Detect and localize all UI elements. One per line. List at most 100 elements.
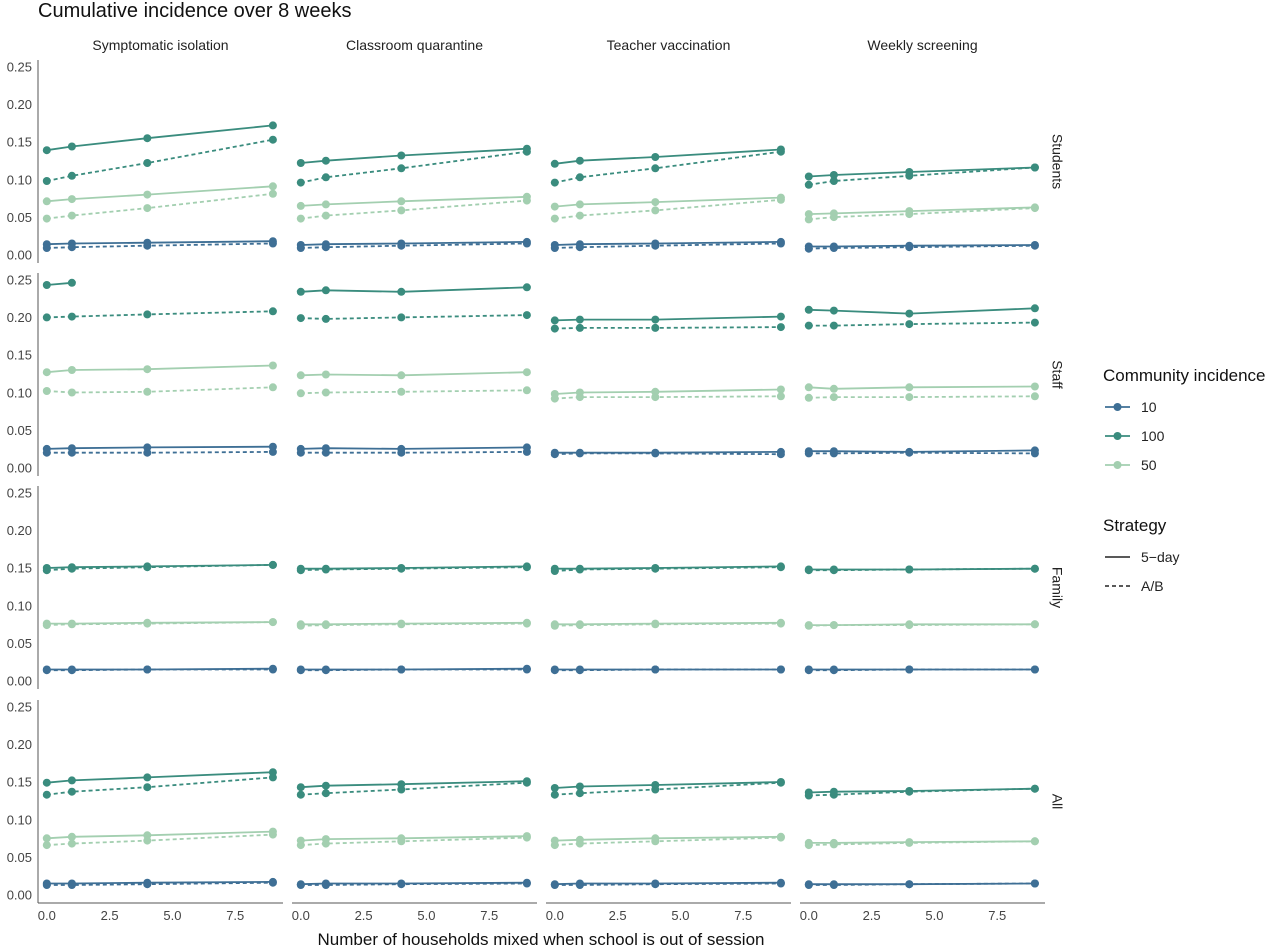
- data-point: [268, 560, 277, 569]
- series-line-50-5-day: [46, 830, 273, 840]
- y-tick-label: 0.00: [7, 887, 32, 902]
- data-point: [522, 386, 531, 395]
- data-point: [550, 621, 559, 630]
- data-point: [321, 388, 330, 397]
- data-point: [296, 287, 305, 296]
- data-point: [550, 244, 559, 252]
- data-point: [575, 243, 584, 252]
- data-point: [143, 204, 152, 213]
- series-line-100-a-b: [46, 138, 274, 182]
- data-point: [67, 839, 76, 848]
- data-point: [829, 566, 838, 575]
- data-point: [776, 323, 785, 332]
- data-point: [804, 244, 813, 253]
- series-line-10-a-b: [808, 244, 1035, 250]
- panel-staff-weekly-screening: [804, 304, 1039, 458]
- data-point: [296, 371, 305, 380]
- data-point: [67, 388, 76, 397]
- data-point: [522, 311, 531, 320]
- legend-label-incidence-100: 100: [1141, 428, 1165, 444]
- data-point: [651, 198, 660, 207]
- strip-symptomatic-isolation: Symptomatic isolation: [92, 37, 228, 53]
- data-point: [829, 244, 838, 252]
- data-point: [42, 244, 51, 252]
- data-point: [804, 305, 813, 314]
- series-line-10-a-b: [808, 451, 1035, 455]
- data-point: [42, 834, 51, 843]
- data-point: [143, 563, 152, 572]
- series-line-50-a-b: [808, 623, 1035, 627]
- data-point: [296, 314, 305, 323]
- data-point: [397, 371, 406, 380]
- data-point: [1030, 304, 1039, 313]
- data-point: [575, 621, 584, 630]
- series-line-10-5-day: [554, 241, 781, 246]
- data-point: [550, 202, 559, 211]
- data-point: [42, 666, 51, 675]
- y-tick-label: 0.20: [7, 737, 32, 752]
- data-point: [651, 153, 660, 161]
- data-point: [550, 790, 559, 799]
- data-point: [321, 565, 330, 574]
- series-line-10-5-day: [808, 449, 1035, 453]
- y-tick-label: 0.05: [7, 850, 32, 865]
- data-point: [42, 214, 51, 223]
- panels-layer: Symptomatic isolation Classroom quarantin…: [7, 37, 1066, 923]
- data-point: [321, 781, 330, 790]
- data-point: [321, 881, 330, 889]
- series-line-100-a-b: [300, 781, 527, 796]
- data-point: [550, 159, 559, 168]
- panel-students-weekly-screening: [804, 163, 1039, 253]
- panel-family-classroom-quarantine: [296, 562, 531, 675]
- data-point: [575, 315, 584, 324]
- legend-title-incidence: Community incidence: [1103, 366, 1266, 385]
- series-line-100-5-day: [554, 148, 781, 165]
- series-line-50-5-day: [300, 371, 527, 377]
- data-point: [268, 361, 277, 370]
- data-point: [575, 200, 584, 209]
- data-point: [67, 171, 76, 180]
- data-point: [776, 879, 785, 888]
- data-point: [905, 787, 914, 796]
- data-point: [296, 389, 305, 398]
- x-tick-label: 2.5: [355, 908, 373, 923]
- data-point: [651, 620, 660, 629]
- data-point: [397, 785, 406, 794]
- data-point: [522, 196, 531, 205]
- data-point: [268, 383, 277, 392]
- data-point: [397, 151, 406, 160]
- series-line-50-5-day: [554, 196, 781, 208]
- x-tick-label: 0.0: [292, 908, 310, 923]
- data-point: [1030, 382, 1039, 391]
- data-point: [522, 665, 531, 674]
- data-point: [550, 324, 559, 333]
- data-point: [522, 283, 531, 292]
- series-line-10-a-b: [300, 882, 527, 886]
- y-tick-label: 0.10: [7, 172, 32, 187]
- data-point: [143, 619, 152, 628]
- data-point: [905, 880, 914, 889]
- series-line-100-5-day: [46, 124, 273, 152]
- data-point: [575, 156, 584, 165]
- data-point: [143, 159, 152, 167]
- series-line-50-a-b: [300, 836, 527, 846]
- series-line-100-a-b: [46, 776, 273, 796]
- data-point: [522, 879, 531, 888]
- data-point: [397, 313, 406, 322]
- data-point: [67, 312, 76, 321]
- series-line-100-a-b: [808, 567, 1035, 572]
- data-point: [776, 833, 785, 842]
- y-tick-label: 0.20: [7, 310, 32, 325]
- data-point: [1030, 879, 1039, 888]
- series-line-100-a-b: [808, 787, 1035, 797]
- data-point: [829, 384, 838, 393]
- data-point: [42, 197, 51, 206]
- data-point: [321, 314, 330, 323]
- data-point: [905, 448, 914, 457]
- data-point: [42, 313, 51, 322]
- y-tick-label: 0.15: [7, 135, 32, 150]
- legend-label-incidence-10: 10: [1141, 399, 1157, 415]
- data-point: [67, 366, 76, 374]
- x-tick-label: 0.0: [546, 908, 564, 923]
